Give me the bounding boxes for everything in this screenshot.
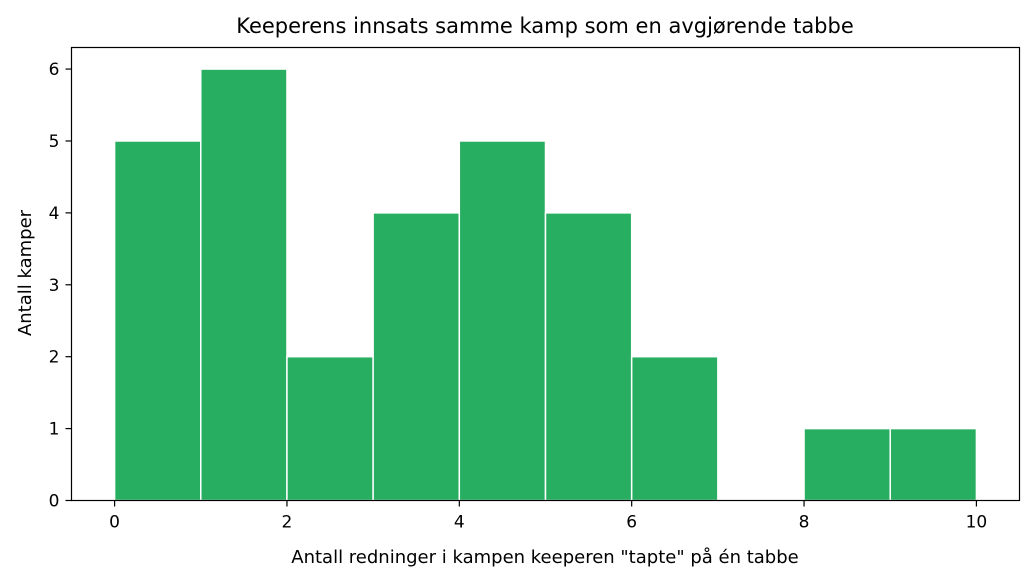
x-tick-label: 8 (799, 513, 810, 533)
plot-frame (70, 46, 1021, 502)
x-tick-label: 6 (626, 513, 637, 533)
histogram-bar (803, 427, 891, 502)
x-tick-label: 2 (282, 513, 293, 533)
histogram-bar (458, 140, 547, 502)
y-axis-label: Antall kamper (15, 209, 36, 336)
y-tick-label: 3 (49, 276, 60, 296)
x-tick-label: 10 (966, 513, 988, 533)
histogram-bar (113, 140, 202, 502)
x-axis-ticks: 0 2 4 6 8 10 (109, 500, 988, 533)
x-tick-label: 0 (109, 513, 120, 533)
histogram-bar (372, 212, 461, 502)
histogram-bar (630, 355, 719, 502)
y-tick-label: 6 (49, 60, 60, 80)
bars-group (113, 68, 978, 502)
histogram-bar (544, 212, 633, 502)
histogram-bar (286, 355, 374, 502)
y-axis-ticks: 0 1 2 3 4 5 6 (49, 60, 72, 512)
histogram-bar (889, 427, 978, 502)
y-tick-label: 2 (49, 348, 60, 368)
y-tick-label: 4 (49, 204, 60, 224)
x-axis-label: Antall redninger i kampen keeperen "tapt… (291, 547, 798, 568)
y-tick-label: 1 (49, 420, 60, 440)
y-tick-label: 5 (49, 132, 60, 152)
chart-title: Keeperens innsats samme kamp som en avgj… (236, 14, 854, 38)
y-tick-label: 0 (49, 492, 60, 512)
x-tick-label: 4 (454, 513, 465, 533)
histogram-bar (200, 68, 288, 502)
